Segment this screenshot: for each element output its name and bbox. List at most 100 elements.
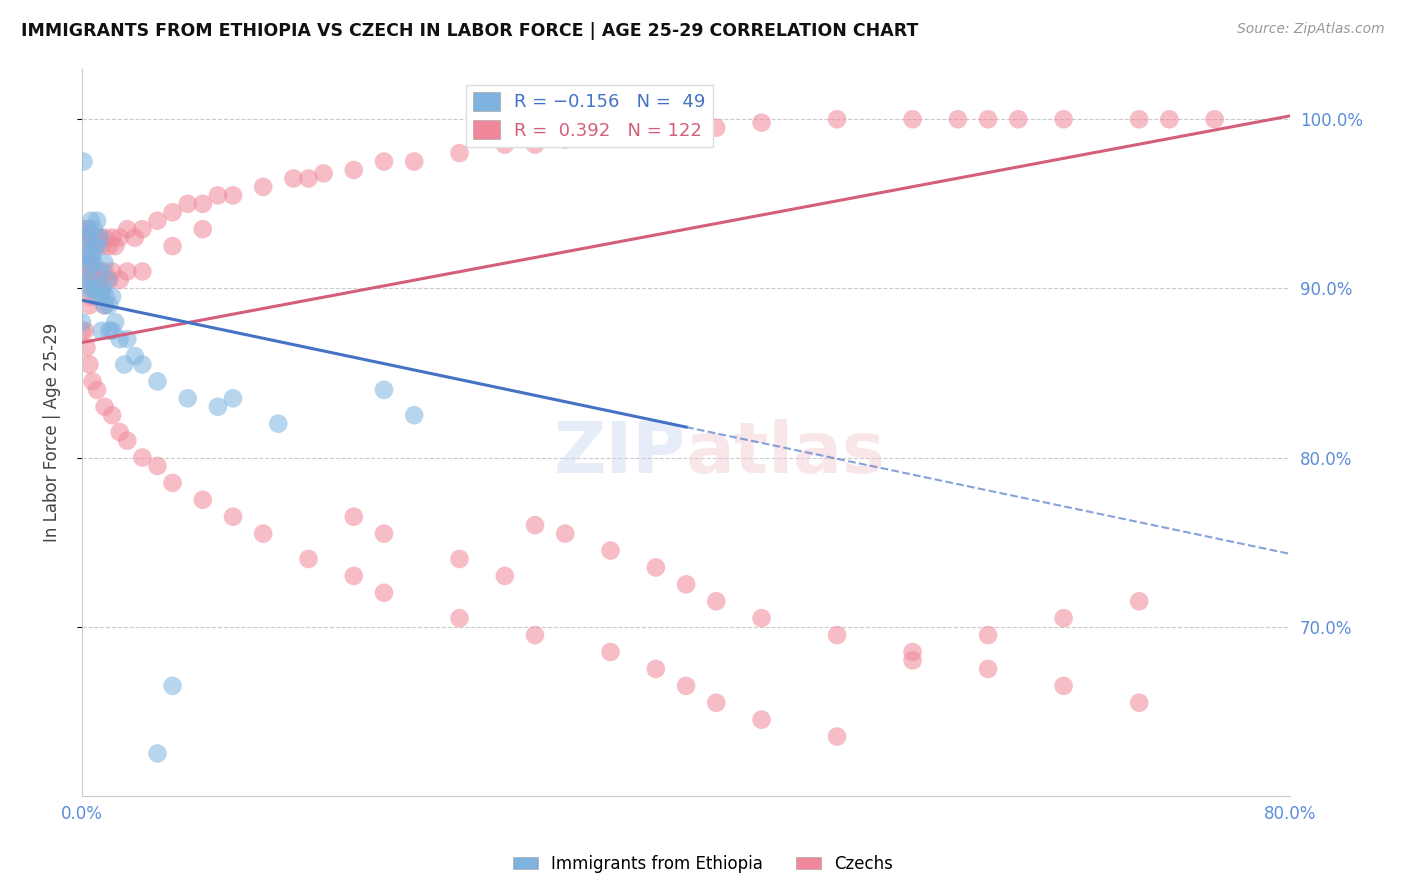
- Point: [77, 230, 100, 244]
- Point: [312, 166, 335, 180]
- Point: [599, 645, 621, 659]
- Point: [108, 230, 131, 244]
- Point: [89, 230, 111, 244]
- Point: [93, 400, 115, 414]
- Point: [1052, 611, 1074, 625]
- Point: [146, 213, 169, 227]
- Point: [146, 375, 169, 389]
- Point: [373, 383, 395, 397]
- Text: Source: ZipAtlas.com: Source: ZipAtlas.com: [1237, 22, 1385, 37]
- Point: [77, 256, 100, 270]
- Point: [77, 222, 100, 236]
- Point: [80, 230, 103, 244]
- Point: [191, 196, 214, 211]
- Point: [252, 526, 274, 541]
- Point: [86, 230, 108, 244]
- Point: [704, 120, 727, 135]
- Point: [80, 290, 103, 304]
- Point: [108, 273, 131, 287]
- Point: [267, 417, 290, 431]
- Point: [101, 409, 124, 423]
- Point: [80, 256, 103, 270]
- Point: [90, 239, 112, 253]
- Point: [191, 222, 214, 236]
- Point: [108, 332, 131, 346]
- Point: [84, 239, 107, 253]
- Point: [86, 239, 108, 253]
- Point: [77, 281, 100, 295]
- Y-axis label: In Labor Force | Age 25-29: In Labor Force | Age 25-29: [44, 323, 60, 541]
- Point: [79, 256, 101, 270]
- Point: [494, 137, 516, 152]
- Legend: R = −0.156   N =  49, R =  0.392   N = 122: R = −0.156 N = 49, R = 0.392 N = 122: [465, 85, 713, 147]
- Point: [82, 281, 104, 295]
- Point: [675, 120, 697, 135]
- Point: [101, 290, 124, 304]
- Point: [117, 434, 139, 448]
- Point: [751, 115, 773, 129]
- Point: [76, 222, 98, 236]
- Point: [90, 290, 112, 304]
- Point: [146, 458, 169, 473]
- Point: [946, 112, 969, 127]
- Point: [104, 315, 127, 329]
- Point: [72, 264, 94, 278]
- Point: [98, 239, 121, 253]
- Point: [98, 273, 121, 287]
- Point: [449, 552, 471, 566]
- Point: [70, 324, 93, 338]
- Point: [1007, 112, 1029, 127]
- Point: [84, 239, 107, 253]
- Point: [79, 222, 101, 236]
- Point: [1128, 594, 1150, 608]
- Point: [84, 281, 107, 295]
- Point: [73, 264, 96, 278]
- Point: [93, 230, 115, 244]
- Point: [373, 154, 395, 169]
- Point: [222, 188, 245, 202]
- Point: [644, 662, 666, 676]
- Point: [101, 324, 124, 338]
- Point: [80, 256, 103, 270]
- Point: [112, 358, 135, 372]
- Point: [86, 213, 108, 227]
- Point: [83, 222, 105, 236]
- Point: [751, 611, 773, 625]
- Point: [644, 560, 666, 574]
- Text: ZIP: ZIP: [554, 419, 686, 489]
- Point: [176, 392, 198, 406]
- Point: [494, 569, 516, 583]
- Point: [82, 375, 104, 389]
- Point: [524, 628, 547, 642]
- Point: [73, 230, 96, 244]
- Point: [146, 747, 169, 761]
- Point: [91, 281, 114, 295]
- Point: [90, 324, 112, 338]
- Point: [83, 230, 105, 244]
- Point: [449, 146, 471, 161]
- Point: [825, 628, 848, 642]
- Point: [76, 341, 98, 355]
- Point: [704, 594, 727, 608]
- Point: [343, 163, 366, 178]
- Point: [1159, 112, 1181, 127]
- Point: [1204, 112, 1226, 127]
- Point: [404, 154, 426, 169]
- Point: [117, 222, 139, 236]
- Point: [76, 247, 98, 261]
- Point: [131, 358, 153, 372]
- Point: [1052, 112, 1074, 127]
- Point: [825, 730, 848, 744]
- Point: [93, 298, 115, 312]
- Point: [162, 679, 184, 693]
- Point: [89, 264, 111, 278]
- Point: [76, 247, 98, 261]
- Point: [825, 112, 848, 127]
- Point: [80, 213, 103, 227]
- Point: [404, 409, 426, 423]
- Point: [162, 205, 184, 219]
- Point: [86, 383, 108, 397]
- Point: [124, 349, 146, 363]
- Point: [73, 230, 96, 244]
- Point: [751, 713, 773, 727]
